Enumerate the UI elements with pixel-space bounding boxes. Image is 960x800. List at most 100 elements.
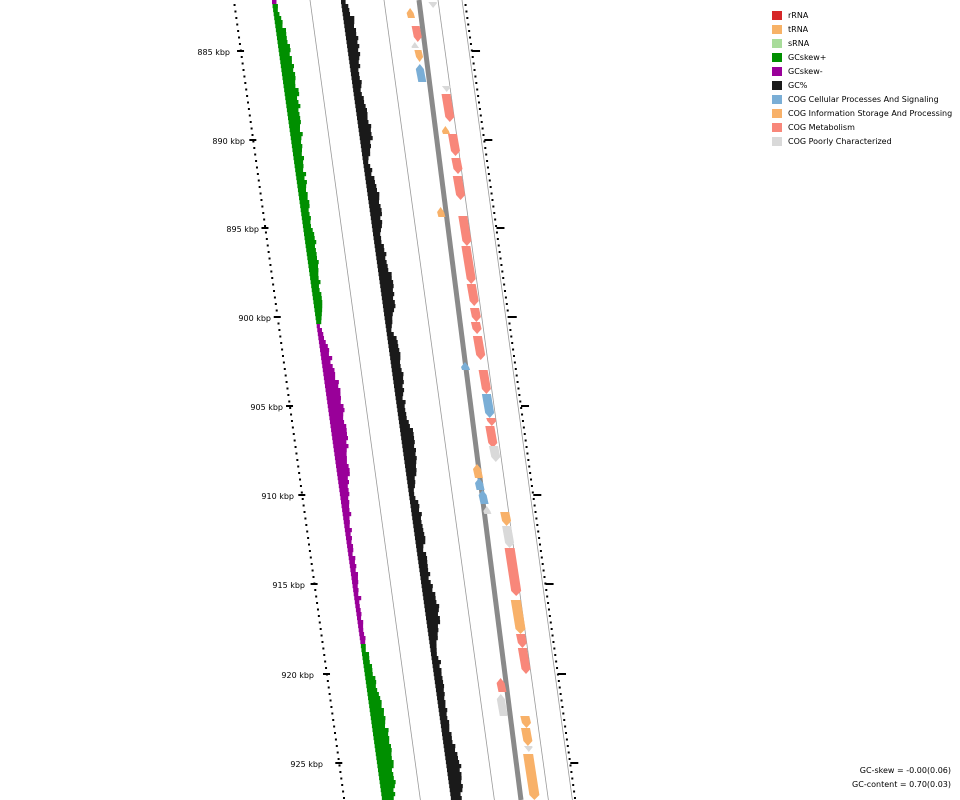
gc-skew-negative-block [336,464,349,469]
gc-skew-positive-block [301,212,310,217]
gc-content-block [413,528,424,533]
minor-tick-left [317,615,320,617]
minor-tick-left [264,231,267,234]
minor-tick-left [342,797,345,799]
gc-content-block [419,568,429,573]
gc-skew-positive-block [282,76,296,81]
gene-feature [461,362,471,370]
gc-content-block [382,304,396,309]
minor-tick-left [306,530,309,533]
minor-tick-left [299,478,302,481]
minor-tick-right [484,147,487,149]
legend-swatch [772,10,782,20]
gc-content-block [368,200,379,205]
minor-tick-left [237,30,240,32]
minor-tick-left [286,387,289,390]
gc-content-block [436,692,445,697]
minor-tick-right [553,647,556,650]
gene-feature [496,694,508,716]
minor-tick-left [339,771,342,773]
minor-tick-left [284,374,287,377]
gc-skew-positive-block [294,160,304,165]
minor-tick-right [464,4,467,6]
gc-skew-negative-block [341,500,350,505]
gc-content-block [344,24,355,29]
minor-tick-right [531,491,534,494]
gene-feature [516,634,527,648]
gc-content-block [347,44,360,49]
gc-skew-negative-block [348,556,356,561]
minor-tick-right [493,212,496,214]
gene-feature [486,418,497,426]
minor-tick-right [489,186,492,188]
gc-content-block [359,132,372,137]
tick-label-915: 915 kbp [272,581,305,590]
gc-skew-negative-block [360,640,366,645]
minor-tick-left [327,686,330,689]
minor-tick-right [561,706,564,708]
gc-skew-negative-block [347,548,354,553]
minor-tick-left [280,342,283,344]
gc-content-block [396,400,406,405]
major-tick-left [335,762,343,764]
minor-tick-left [246,95,249,97]
gc-skew-positive-block [363,660,370,665]
gc-skew-negative-block [333,444,349,449]
minor-tick-left [283,368,286,370]
minor-tick-left [242,69,245,71]
gc-content-block [430,648,437,653]
minor-tick-left [332,719,335,721]
minor-tick-left [298,472,301,474]
gc-content-block [401,440,415,445]
gc-skew-negative-block [333,448,347,453]
minor-tick-left [337,758,340,760]
minor-tick-left [282,361,285,364]
gc-skew-positive-block [361,652,370,657]
gc-skew-negative-block [323,372,336,377]
minor-tick-right [524,439,527,442]
gc-skew-positive-block [312,296,322,301]
minor-tick-left [328,693,331,695]
gc-content-block [356,112,368,117]
gene-feature [523,754,540,800]
gc-content-stat: GC-content = 0.70(0.03) [852,780,951,789]
minor-tick-left [264,225,267,227]
legend-label: tRNA [788,24,809,34]
gc-skew-positive-block [273,8,278,13]
minor-tick-left [267,251,270,253]
minor-tick-right [526,452,529,455]
minor-tick-left [236,23,239,26]
genome-backbone [416,0,524,800]
major-tick-left [323,673,331,675]
gc-skew-positive-block [313,300,323,305]
minor-tick-right [558,686,561,689]
gc-skew-negative-block [337,472,350,477]
gc-skew-positive-block [306,252,317,257]
minor-tick-right [539,543,542,546]
gc-content-block [411,508,420,513]
gc-content-block [380,284,394,289]
gc-content-block [410,504,420,509]
gc-skew-positive-block [370,716,386,721]
gc-skew-positive-block [369,704,382,709]
legend-item-gcskew-plus: GCskew+ [772,50,952,64]
gc-content-block [349,64,361,69]
gc-content-block [409,496,416,501]
minor-tick-right [511,342,514,344]
tick-label-895: 895 kbp [226,225,259,234]
gc-content-block [440,720,450,725]
minor-tick-right [480,121,483,123]
minor-tick-right [543,576,546,578]
track-guide-line [383,0,495,800]
minor-tick-left [257,179,260,182]
minor-tick-left [288,400,291,403]
gc-content-block [349,60,359,65]
gc-skew-positive-block [316,320,322,325]
gc-skew-positive-block [365,680,377,685]
minor-tick-right [495,225,498,227]
gc-skew-positive-block [298,192,308,197]
gc-content-block [388,344,399,349]
minor-tick-left [334,732,337,734]
gc-content-block [369,204,381,209]
